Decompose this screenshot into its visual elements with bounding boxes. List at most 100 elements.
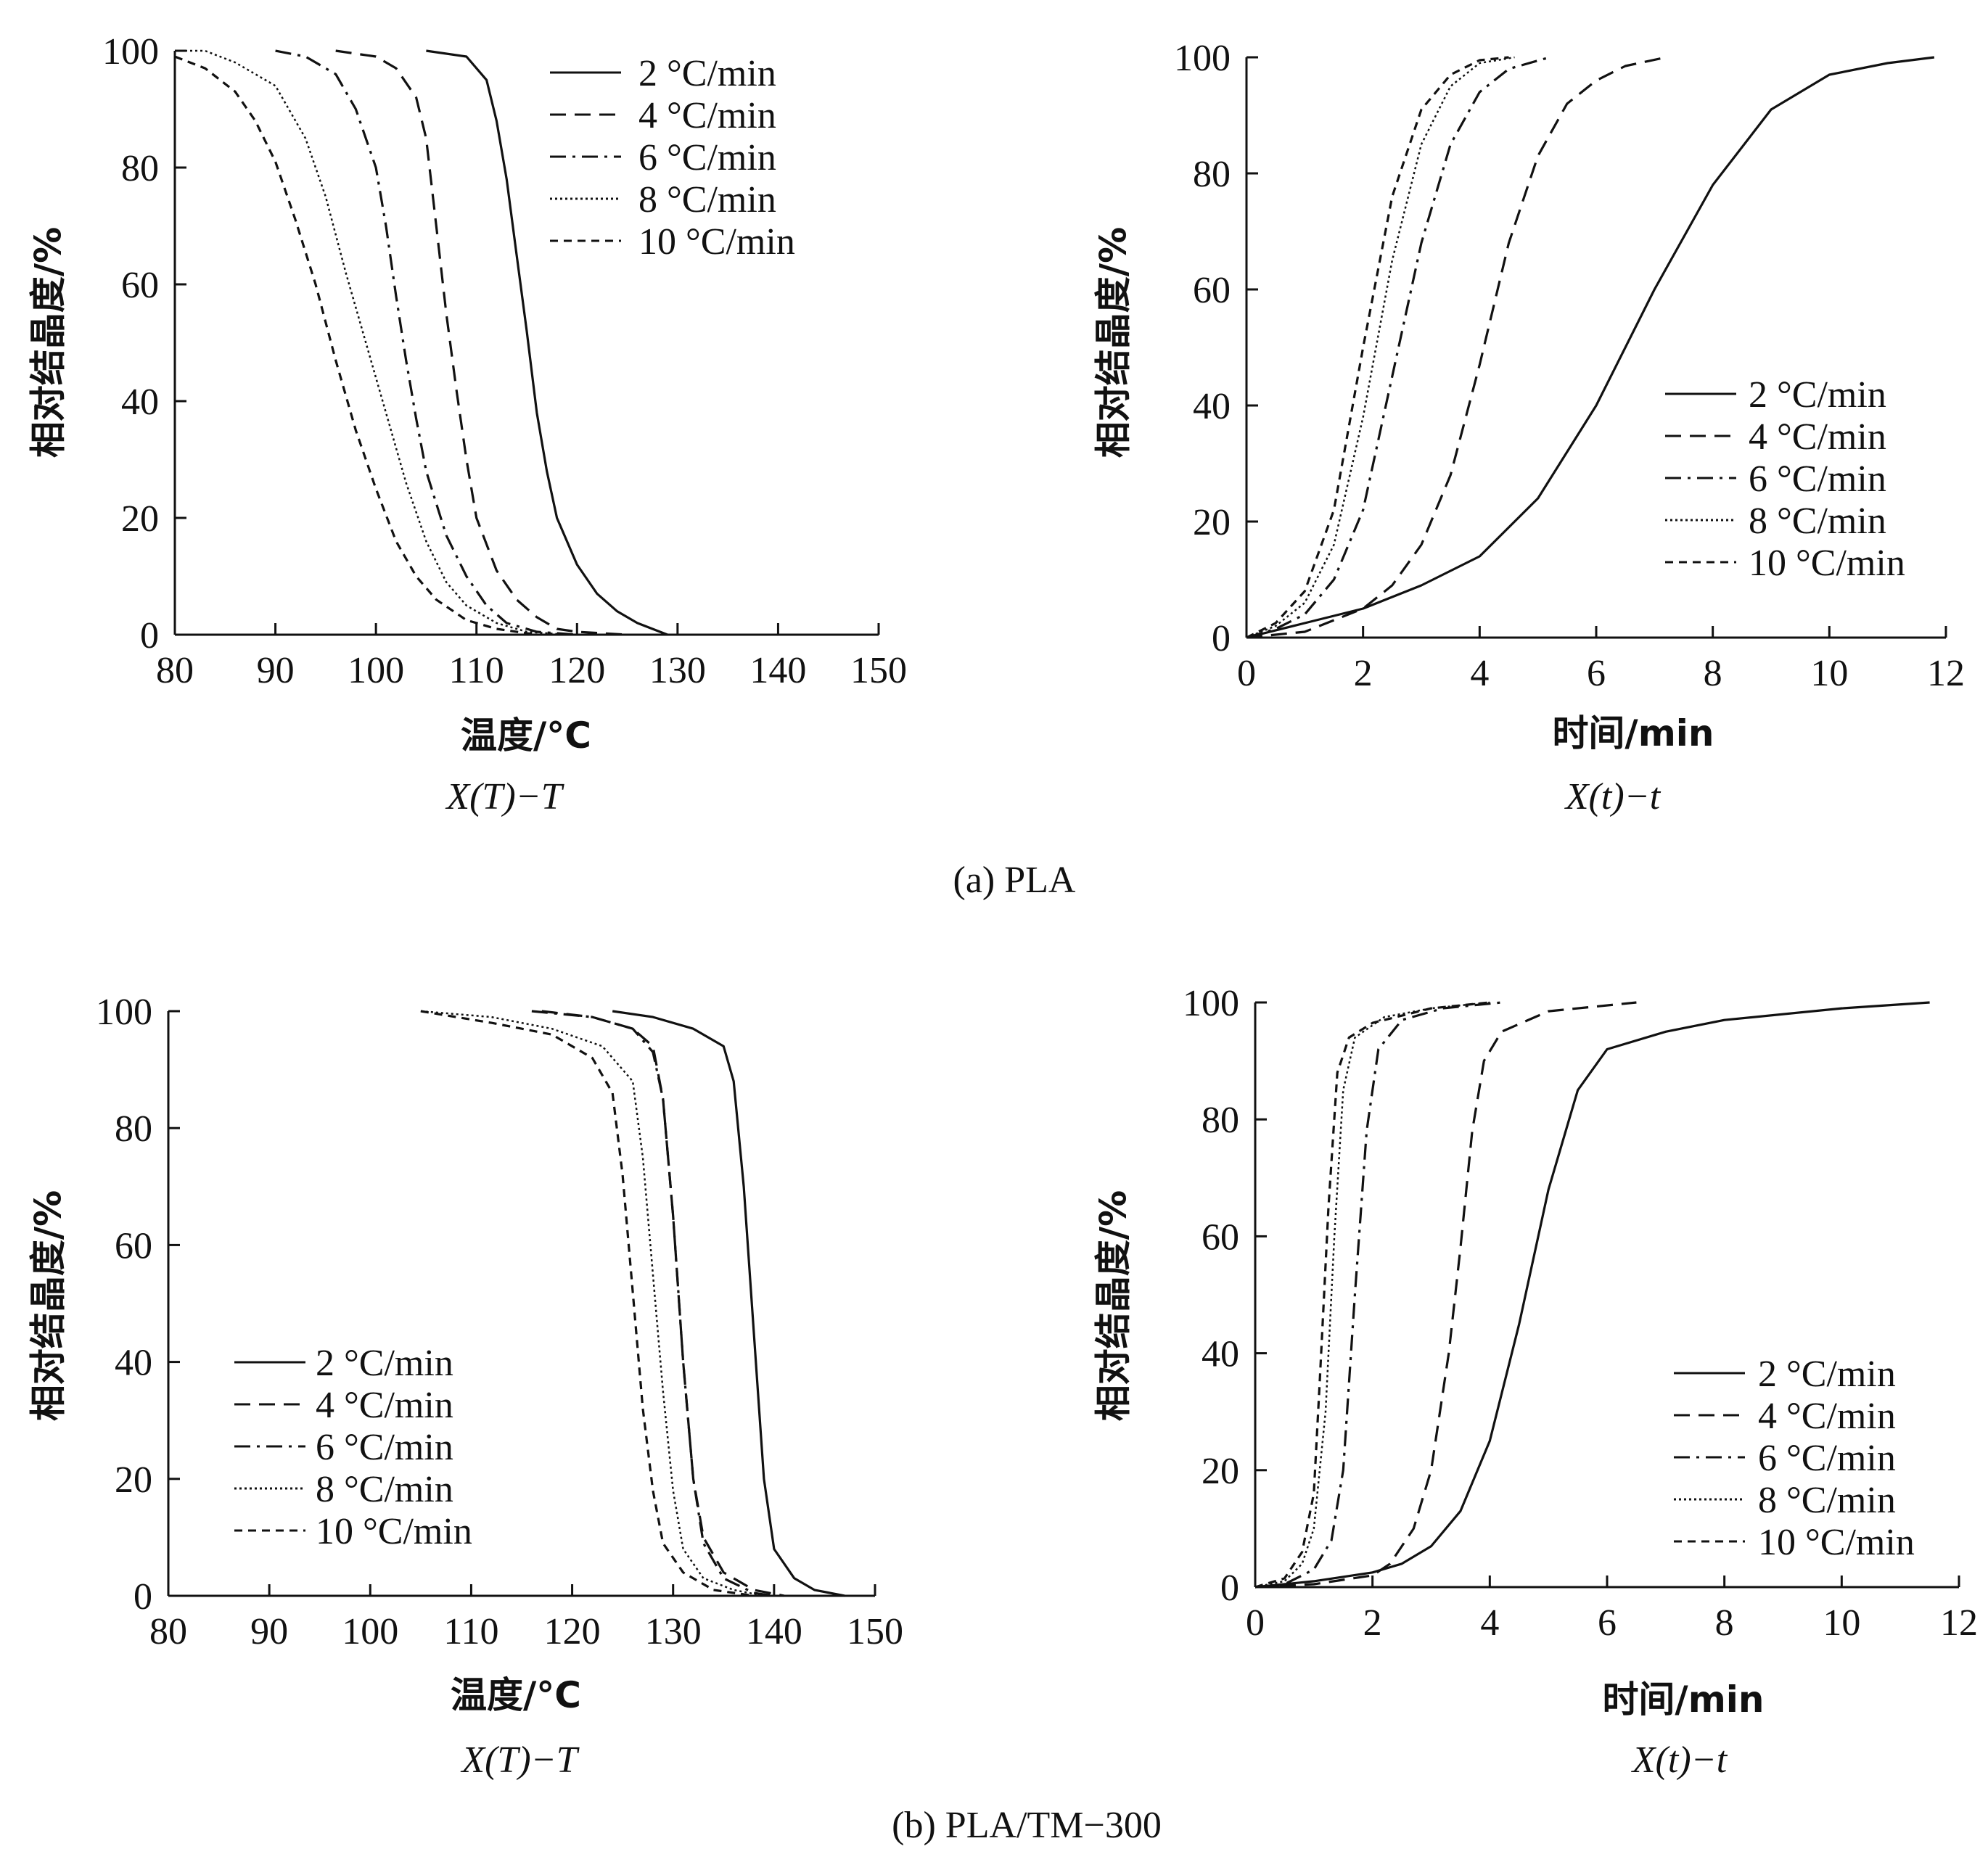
legend-label: 6 °C/min xyxy=(316,1427,453,1468)
x-axis-title: 时间/min xyxy=(1552,712,1714,754)
x-tick-label: 4 xyxy=(1470,653,1489,694)
y-tick-label: 0 xyxy=(1212,618,1231,659)
x-tick-label: 6 xyxy=(1587,653,1606,694)
series-line xyxy=(1246,56,1667,639)
series-line xyxy=(541,1010,785,1597)
y-tick-label: 40 xyxy=(115,1343,152,1384)
x-tick-label: 10 xyxy=(1810,653,1848,694)
x-tick-label: 120 xyxy=(549,650,605,691)
x-tick-label: 8 xyxy=(1704,653,1722,694)
legend-label: 4 °C/min xyxy=(1758,1396,1896,1437)
series-line xyxy=(175,49,567,636)
legend-label: 6 °C/min xyxy=(1758,1438,1896,1479)
series-line xyxy=(1246,56,1509,639)
chart-subtitle: X(t)−t xyxy=(1631,1739,1728,1781)
x-tick-label: 0 xyxy=(1246,1602,1265,1644)
x-tick-label: 12 xyxy=(1940,1602,1978,1644)
y-tick-label: 40 xyxy=(121,382,159,423)
x-tick-label: 120 xyxy=(544,1611,601,1652)
x-tick-label: 100 xyxy=(348,650,404,691)
x-axis-title: 温度/°C xyxy=(461,714,591,757)
y-tick-label: 20 xyxy=(1193,502,1231,543)
legend-label: 10 °C/min xyxy=(638,221,795,263)
y-tick-label: 80 xyxy=(115,1108,152,1150)
legend-label: 10 °C/min xyxy=(316,1511,472,1552)
y-tick-label: 60 xyxy=(1193,270,1231,311)
y-tick-label: 20 xyxy=(115,1459,152,1501)
series-line xyxy=(420,1010,755,1597)
y-tick-label: 80 xyxy=(121,148,159,189)
x-tick-label: 8 xyxy=(1715,1602,1734,1644)
chart-subtitle: X(t)−t xyxy=(1564,776,1662,817)
legend-label: 6 °C/min xyxy=(638,137,776,178)
x-tick-label: 150 xyxy=(850,650,907,691)
x-tick-label: 90 xyxy=(257,650,295,691)
legend-label: 2 °C/min xyxy=(1749,374,1886,416)
legend-label: 2 °C/min xyxy=(638,53,776,94)
x-tick-label: 130 xyxy=(645,1611,702,1652)
y-tick-label: 0 xyxy=(1220,1568,1239,1609)
chart-subtitle: X(T)−T xyxy=(445,776,564,817)
series-line xyxy=(612,1010,845,1597)
x-tick-label: 140 xyxy=(746,1611,802,1652)
x-tick-label: 130 xyxy=(649,650,706,691)
series-line xyxy=(174,55,538,636)
y-tick-label: 40 xyxy=(1202,1334,1239,1375)
legend-label: 10 °C/min xyxy=(1749,543,1905,584)
series-line xyxy=(1246,56,1935,639)
legend-label: 8 °C/min xyxy=(1749,501,1886,542)
caption-b: (b) PLA/TM−300 xyxy=(892,1805,1162,1846)
y-tick-label: 80 xyxy=(1193,154,1231,195)
legend-label: 4 °C/min xyxy=(638,95,776,136)
legend-label: 4 °C/min xyxy=(316,1385,453,1426)
series-line xyxy=(1254,1001,1490,1589)
x-tick-label: 0 xyxy=(1237,653,1256,694)
y-axis-title: 相对结晶度/% xyxy=(1093,1190,1135,1421)
legend-label: 4 °C/min xyxy=(1749,416,1886,458)
y-tick-label: 100 xyxy=(102,31,159,73)
y-tick-label: 60 xyxy=(115,1225,152,1266)
y-tick-label: 80 xyxy=(1202,1100,1239,1141)
series-line xyxy=(1254,1001,1637,1589)
legend-label: 8 °C/min xyxy=(1758,1480,1896,1521)
x-tick-label: 140 xyxy=(749,650,806,691)
series-line xyxy=(426,49,668,636)
series-line xyxy=(1246,56,1515,639)
y-tick-label: 20 xyxy=(121,498,159,540)
series-line xyxy=(420,1010,765,1597)
x-axis-title: 时间/min xyxy=(1602,1679,1764,1721)
x-tick-label: 90 xyxy=(250,1611,288,1652)
y-axis-title: 相对结晶度/% xyxy=(28,1190,70,1421)
x-tick-label: 12 xyxy=(1927,653,1965,694)
y-tick-label: 0 xyxy=(140,615,159,656)
y-tick-label: 40 xyxy=(1193,386,1231,427)
y-axis-title: 相对结晶度/% xyxy=(28,227,70,458)
y-tick-label: 0 xyxy=(134,1576,152,1618)
x-tick-label: 2 xyxy=(1354,653,1373,694)
x-tick-label: 10 xyxy=(1823,1602,1860,1644)
x-tick-label: 110 xyxy=(449,650,504,691)
y-tick-label: 20 xyxy=(1202,1451,1239,1492)
y-tick-label: 100 xyxy=(1174,38,1231,79)
y-tick-label: 60 xyxy=(1202,1216,1239,1258)
legend-label: 10 °C/min xyxy=(1758,1522,1915,1563)
legend-label: 8 °C/min xyxy=(638,179,776,221)
chart-b-left: 80 90 100 110 120 130 140 150 0 20 40 60 80 100 2 °C/m… xyxy=(28,992,904,1781)
y-tick-label: 100 xyxy=(1183,983,1239,1024)
x-tick-label: 6 xyxy=(1598,1602,1617,1644)
x-tick-label: 110 xyxy=(443,1611,498,1652)
series-line xyxy=(1246,56,1550,639)
x-axis-title: 温度/°C xyxy=(451,1674,581,1716)
caption-a: (a) PLA xyxy=(953,860,1076,901)
legend-label: 2 °C/min xyxy=(316,1343,453,1384)
series-line xyxy=(275,49,578,636)
y-tick-label: 100 xyxy=(96,992,152,1033)
x-tick-label: 2 xyxy=(1363,1602,1382,1644)
y-tick-label: 60 xyxy=(121,265,159,306)
x-tick-label: 150 xyxy=(847,1611,903,1652)
series-line xyxy=(531,1010,775,1597)
legend-label: 2 °C/min xyxy=(1758,1354,1896,1395)
